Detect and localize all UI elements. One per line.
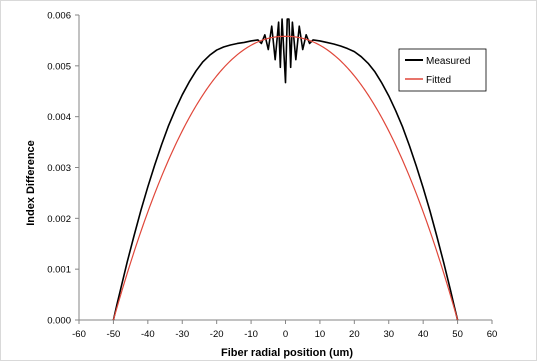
legend: Measured Fitted [398, 48, 487, 92]
y-tick-label: 0.005 [47, 61, 71, 72]
y-axis-title: Index Difference [25, 140, 37, 226]
x-axis-ticks: -60 -50 -40 -30 -20 -10 0 10 20 30 40 50 60 [72, 320, 497, 340]
x-tick-label: -50 [107, 329, 121, 340]
x-tick-label: -60 [72, 329, 86, 340]
x-axis-title: Fiber radial position (um) [221, 347, 353, 359]
x-tick-label: -40 [141, 329, 155, 340]
series-fitted-line [112, 35, 459, 321]
x-tick-label: 40 [418, 329, 429, 340]
x-tick-label: 60 [487, 329, 498, 340]
legend-label-measured: Measured [426, 56, 470, 67]
series-measured-line [112, 18, 459, 321]
x-tick-label: 0 [283, 329, 288, 340]
x-tick-label: -30 [175, 329, 189, 340]
x-tick-label: 10 [315, 329, 326, 340]
y-tick-label: 0.002 [47, 214, 71, 225]
legend-label-fitted: Fitted [426, 75, 451, 86]
x-tick-label: -10 [244, 329, 258, 340]
y-tick-label: 0.006 [47, 11, 71, 22]
x-tick-label: 20 [349, 329, 360, 340]
y-axis-ticks: 0.000 0.001 0.002 0.003 0.004 0.005 0.006 [47, 11, 79, 327]
y-tick-label: 0.000 [47, 316, 71, 327]
x-tick-label: -20 [210, 329, 224, 340]
y-tick-label: 0.003 [47, 163, 71, 174]
x-tick-label: 50 [452, 329, 463, 340]
series-layer [112, 18, 459, 321]
legend-box [398, 48, 487, 92]
x-tick-label: 30 [383, 329, 394, 340]
y-tick-label: 0.001 [47, 265, 71, 276]
y-tick-label: 0.004 [47, 112, 71, 123]
